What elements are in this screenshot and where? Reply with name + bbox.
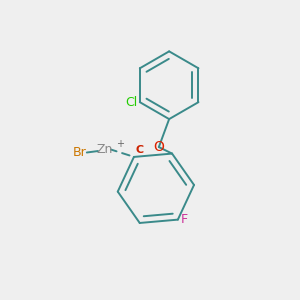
Text: C: C: [135, 146, 143, 155]
Text: O: O: [153, 140, 164, 154]
Text: Cl: Cl: [125, 96, 137, 109]
Text: F: F: [181, 213, 188, 226]
Text: Zn: Zn: [96, 143, 113, 156]
Text: +: +: [116, 139, 124, 149]
Text: Br: Br: [73, 146, 86, 159]
